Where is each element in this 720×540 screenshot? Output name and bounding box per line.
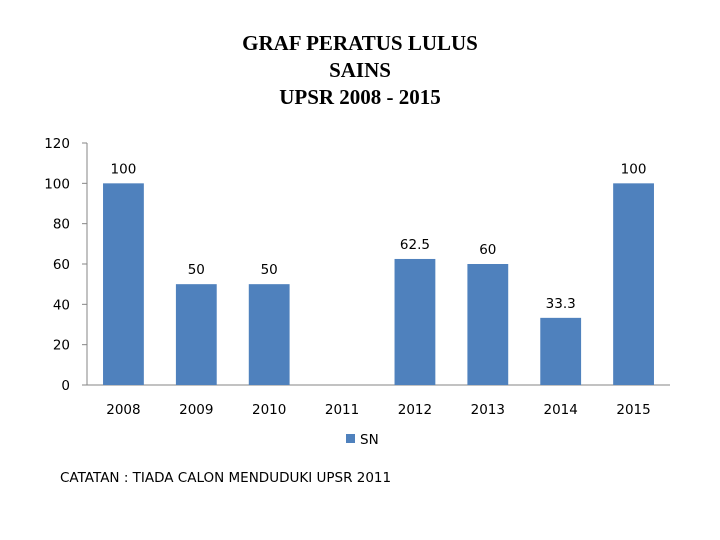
data-labels: 100 50 50 62.5 60 33.3 100 [111, 161, 647, 312]
y-axis: 0 20 40 60 80 100 120 [44, 136, 88, 394]
chart-title-line-1: GRAF PERATUS LULUS [242, 31, 478, 55]
bar [103, 183, 144, 385]
y-tick-label: 20 [53, 338, 70, 354]
x-tick-label: 2015 [616, 402, 650, 418]
bar [248, 284, 290, 385]
chart-title-line-3: UPSR 2008 - 2015 [279, 85, 441, 109]
chart-title-line-2: SAINS [329, 58, 391, 82]
x-tick-label: 2012 [398, 402, 432, 418]
legend: SN [346, 432, 379, 448]
y-tick-label: 0 [61, 378, 70, 394]
data-label: 33.3 [546, 296, 576, 312]
data-label: 50 [261, 262, 278, 278]
x-axis: 2008 2009 2010 2011 2012 2013 2014 2015 [87, 384, 670, 418]
data-label: 100 [111, 161, 137, 177]
y-tick-label: 120 [44, 136, 70, 152]
y-tick-label: 80 [53, 217, 70, 233]
bar [394, 258, 436, 385]
bar [467, 264, 509, 385]
x-tick-label: 2008 [106, 402, 140, 418]
bar [175, 284, 217, 385]
legend-label: SN [360, 432, 379, 448]
x-tick-label: 2010 [252, 402, 286, 418]
x-tick-label: 2014 [544, 402, 578, 418]
data-label: 60 [479, 242, 496, 258]
x-tick-label: 2013 [471, 402, 505, 418]
x-tick-label: 2009 [179, 402, 213, 418]
y-tick-label: 100 [44, 176, 70, 192]
y-tick-label: 60 [53, 257, 70, 273]
x-tick-label: 2011 [325, 402, 359, 418]
chart-title: GRAF PERATUS LULUS SAINS UPSR 2008 - 201… [0, 30, 720, 111]
footnote: CATATAN : TIADA CALON MENDUDUKI UPSR 201… [60, 470, 392, 486]
data-label: 100 [621, 161, 647, 177]
data-label: 62.5 [400, 237, 430, 253]
legend-swatch [346, 434, 355, 443]
y-tick-label: 40 [53, 297, 70, 313]
bar-series [103, 183, 654, 385]
bar [540, 317, 582, 385]
bar [613, 183, 654, 385]
data-label: 50 [188, 262, 205, 278]
